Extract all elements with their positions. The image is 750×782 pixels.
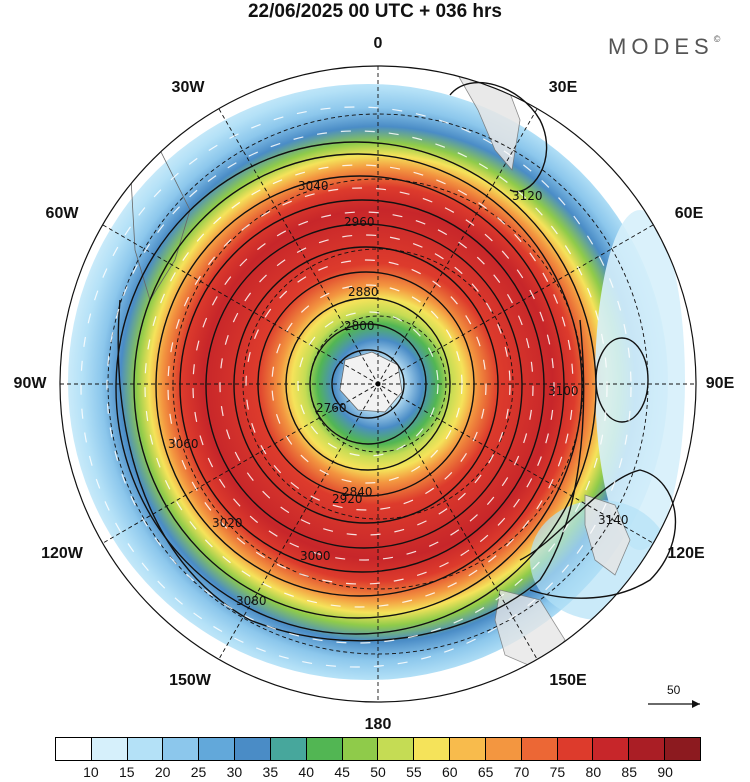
colorbar-tick-label: 45 (334, 764, 350, 780)
map-border (59, 65, 697, 703)
contour-label: 2800 (344, 319, 375, 333)
wind-vectors (80, 106, 632, 668)
colorbar-swatch (521, 738, 558, 760)
colorbar-swatch (163, 738, 200, 760)
colorbar-swatch (91, 738, 128, 760)
contour-label: 3080 (236, 594, 267, 608)
colorbar-tick-label: 20 (154, 764, 171, 780)
colorbar-tick-label: 70 (513, 764, 530, 780)
colorbar-swatch (629, 738, 666, 760)
colorbar-tick-label: 25 (190, 764, 207, 780)
lon-label-60e: 60E (674, 205, 704, 222)
colorbar-swatch (56, 738, 92, 760)
lon-label-30w: 30W (171, 79, 205, 96)
reference-vector-label: 50 (667, 683, 681, 697)
colorbar-tick-label: 75 (549, 764, 566, 780)
logo-text: MODES (608, 34, 714, 59)
colorbar-swatch (342, 738, 379, 760)
colorbar-swatch (199, 738, 236, 760)
contour-label: 3020 (212, 516, 243, 530)
lon-label-180: 180 (364, 716, 392, 733)
colorbar-tick-label: 65 (477, 764, 494, 780)
colorbar-tick-label: 50 (370, 764, 386, 780)
contour-label: 3140 (598, 513, 629, 527)
contour-label: 3000 (300, 549, 331, 563)
contour-label: 3100 (548, 384, 579, 398)
colorbar-swatch (665, 738, 700, 760)
colorbar (55, 737, 701, 761)
australia-landmass (584, 494, 631, 576)
colorbar-tick-label: 60 (441, 764, 458, 780)
contour-label: 2840 (342, 485, 373, 499)
lon-label-90w: 90W (13, 375, 47, 392)
colorbar-tick-label: 40 (298, 764, 315, 780)
colorbar-swatch (593, 738, 630, 760)
lon-label-90e: 90E (705, 375, 735, 392)
contour-label: 2880 (348, 285, 379, 299)
colorbar-swatch (450, 738, 486, 760)
lon-label-60w: 60W (45, 205, 79, 222)
lon-label-0: 0 (373, 35, 383, 52)
colorbar-swatch (414, 738, 451, 760)
colorbar-tick-label: 35 (262, 764, 279, 780)
colorbar-tick-label: 80 (585, 764, 602, 780)
lon-label-120w: 120W (41, 545, 83, 562)
colorbar-tick-label: 90 (657, 764, 673, 780)
contour-label: 2760 (316, 401, 347, 415)
colorbar-tick-label: 85 (621, 764, 638, 780)
lon-label-150w: 150W (169, 672, 211, 689)
colorbar-swatch (557, 738, 594, 760)
colorbar-tick-label: 15 (118, 764, 135, 780)
south-pole-marker (375, 381, 381, 387)
colorbar-swatch (306, 738, 343, 760)
lon-label-30e: 30E (548, 79, 578, 96)
contour-label: 3120 (512, 189, 543, 203)
colorbar-tick-label: 55 (406, 764, 422, 780)
lon-label-150e: 150E (549, 672, 587, 689)
colorbar-swatch (127, 738, 164, 760)
contour-label: 2920 (332, 492, 363, 506)
colorbar-swatch (235, 738, 271, 760)
modes-logo: MODES© (608, 34, 720, 60)
reference-vector-arrow (648, 700, 700, 708)
colorbar-swatch (378, 738, 415, 760)
colorbar-swatch (270, 738, 307, 760)
contour-labels: 2760 2800 2840 2880 2920 2960 3000 3020 … (168, 179, 629, 608)
map-title: 22/06/2025 00 UTC + 036 hrs (247, 1, 503, 22)
contour-label: 3040 (298, 179, 329, 193)
copyright-mark: © (713, 34, 721, 44)
contour-label: 2960 (344, 215, 375, 229)
lon-label-120e: 120E (667, 545, 705, 562)
height-contours (115, 81, 677, 642)
colorbar-swatch (485, 738, 522, 760)
colorbar-tick-label: 30 (226, 764, 243, 780)
contour-label: 3060 (168, 437, 199, 451)
colorbar-tick-label: 10 (83, 764, 99, 780)
